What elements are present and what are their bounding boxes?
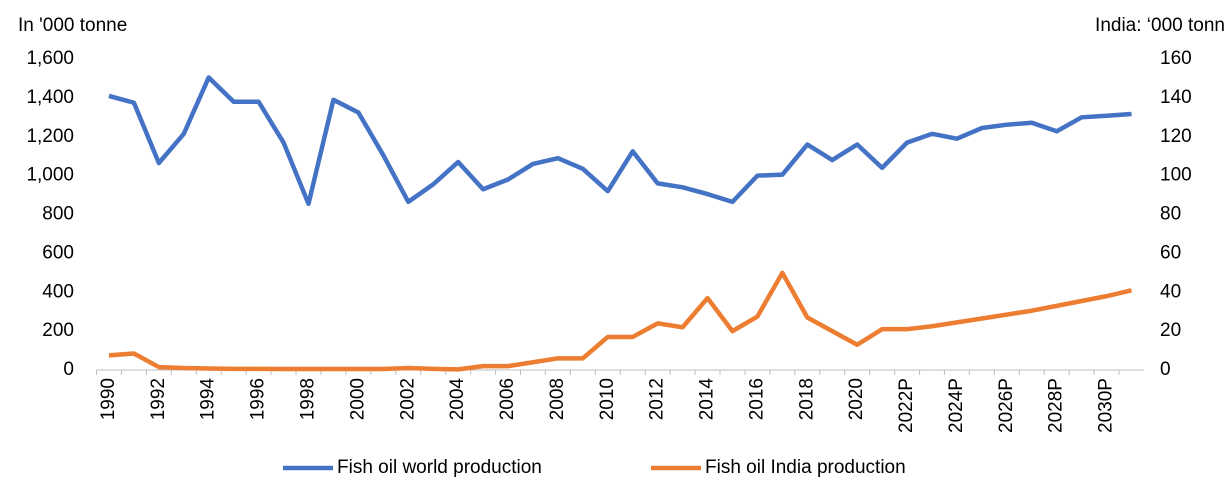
x-tick-label: 2028P [1046,378,1067,433]
y-tick-label: 1,600 [26,48,74,69]
legend-label: Fish oil India production [705,457,906,478]
y2-tick-label: 100 [1160,165,1192,186]
x-tick-label: 2000 [347,378,368,420]
y2-tick-label: 120 [1160,126,1192,147]
y2-tick-label: 20 [1160,320,1181,341]
x-tick-label: 2016 [746,378,767,420]
y2-tick-label: 0 [1160,359,1171,380]
y2-axis-label: India: ‘000 tonn [1095,15,1225,36]
y-tick-label: 1,000 [26,165,74,186]
x-tick-label: 2012 [647,378,668,420]
x-tick-label: 2022P [896,378,917,433]
x-tick-label: 2020 [846,378,867,420]
x-tick-label: 2002 [397,378,418,420]
y-axis-label: In '000 tonne [18,15,127,36]
series-line [108,75,1132,207]
y-tick-label: 400 [42,281,74,302]
legend-label: Fish oil world production [337,457,542,478]
x-tick-label: 2004 [447,378,468,421]
x-tick-label: 2018 [796,378,817,420]
y2-tick-label: 60 [1160,242,1181,263]
x-tick-label: 2010 [597,378,618,420]
x-tick-label: 2006 [497,378,518,420]
x-tick-label: 1998 [298,378,319,420]
x-tick-label: 1996 [248,378,269,420]
x-tick-label: 2026P [996,378,1017,433]
series-line [108,270,1133,372]
x-tick-label: 1992 [148,378,169,420]
x-tick-label: 2024P [946,378,967,433]
y-tick-label: 1,400 [26,87,74,108]
x-tick-label: 2014 [697,378,718,421]
y-tick-label: 800 [42,204,74,225]
y2-tick-label: 140 [1160,87,1192,108]
y2-tick-label: 80 [1160,204,1181,225]
x-tick-label: 1990 [98,378,119,420]
x-tick-label: 2008 [547,378,568,420]
y-tick-label: 600 [42,242,74,263]
x-tick-label: 1994 [198,378,219,421]
x-tick-label: 2030P [1096,378,1117,433]
y-tick-label: 1,200 [26,126,74,147]
y2-tick-label: 40 [1160,281,1181,302]
y-tick-label: 0 [63,359,74,380]
y-tick-label: 200 [42,320,74,341]
y2-tick-label: 160 [1160,48,1192,69]
